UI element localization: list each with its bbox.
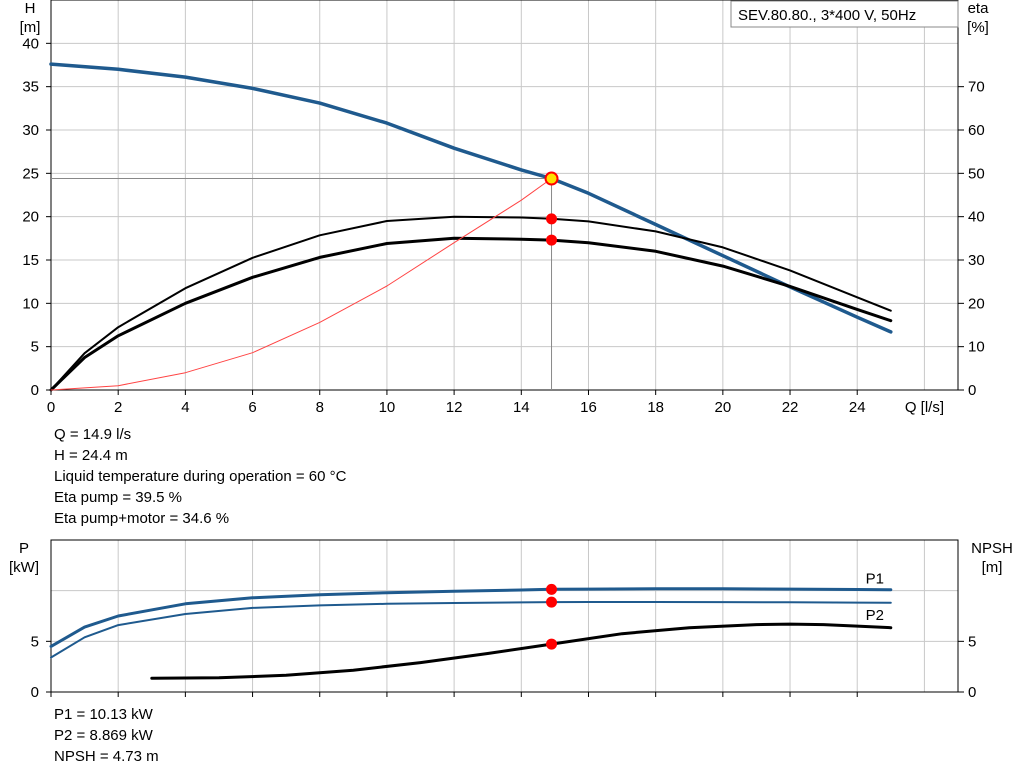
y2-axis-title: [%] (967, 19, 989, 36)
y-tick-label: 25 (22, 165, 39, 182)
operating-point-marker (544, 171, 559, 186)
operating-point-marker (546, 596, 558, 608)
power-readouts: P1 = 10.13 kW P2 = 8.869 kW NPSH = 4.73 … (54, 704, 159, 767)
npsh-readout: NPSH = 4.73 m (54, 748, 159, 765)
operating-point-marker (546, 583, 558, 595)
y-axis-title: P (19, 540, 29, 557)
y2-tick-label: 70 (968, 79, 985, 96)
y2-tick-label: 60 (968, 122, 985, 139)
y2-tick-label: 20 (968, 295, 985, 312)
y2-tick-label: 30 (968, 252, 985, 269)
y2-axis-title: [m] (982, 559, 1003, 576)
x-tick-label: 22 (782, 399, 799, 416)
y2-tick-label: 5 (968, 633, 976, 650)
y-tick-label: 15 (22, 252, 39, 269)
y-tick-label: 20 (22, 209, 39, 226)
operating-point-marker (546, 638, 558, 650)
y-axis-title: H (25, 0, 36, 17)
x-tick-label: 16 (580, 399, 597, 416)
x-tick-label: 14 (513, 399, 530, 416)
pump-label-box: SEV.80.80., 3*400 V, 50Hz (730, 0, 959, 28)
y-axis-title: [m] (20, 19, 41, 36)
operating-point-marker (546, 213, 558, 225)
y-axis-title: [kW] (9, 559, 39, 576)
y-tick-label: 0 (31, 684, 39, 701)
series-line-3 (150, 622, 893, 680)
plot-frame (50, 0, 959, 391)
y-tick-label: 35 (22, 79, 39, 96)
pump-label-text: SEV.80.80., 3*400 V, 50Hz (738, 7, 916, 24)
x-tick-label: 24 (849, 399, 866, 416)
plot-frame (50, 539, 959, 693)
flow-readout: Q = 14.9 l/s (54, 426, 132, 443)
x-tick-label: 0 (47, 399, 55, 416)
x-tick-label: 18 (647, 399, 664, 416)
series-line-3 (49, 236, 893, 392)
series-line-1 (49, 587, 893, 648)
y2-tick-label: 0 (968, 684, 976, 701)
y-tick-label: 5 (31, 339, 39, 356)
y-tick-label: 10 (22, 295, 39, 312)
x-axis-title: Q [l/s] (905, 399, 944, 416)
x-tick-label: 2 (114, 399, 122, 416)
series-label: P1 (866, 571, 884, 588)
liquid-temperature-readout: Liquid temperature during operation = 60… (54, 468, 347, 485)
y2-axis-title: eta (968, 0, 990, 17)
p2-readout: P2 = 8.869 kW (54, 727, 153, 744)
y-tick-label: 5 (31, 633, 39, 650)
y2-tick-label: 0 (968, 382, 976, 399)
chart-panel-2: 0 5 0 5 P1 P2 (31, 539, 976, 701)
x-tick-label: 6 (248, 399, 256, 416)
series-line-4 (50, 178, 552, 391)
series-line-2 (50, 215, 892, 391)
head-readout: H = 24.4 m (54, 447, 128, 464)
duty-point-readouts: Q = 14.9 l/s H = 24.4 m Liquid temperatu… (54, 424, 346, 529)
p1-readout: P1 = 10.13 kW (54, 706, 153, 723)
eta-pump-motor-readout: Eta pump+motor = 34.6 % (54, 510, 230, 527)
y-tick-label: 30 (22, 122, 39, 139)
x-tick-label: 4 (181, 399, 189, 416)
x-tick-label: 10 (379, 399, 396, 416)
x-tick-label: 12 (446, 399, 463, 416)
eta-pump-readout: Eta pump = 39.5 % (54, 489, 182, 506)
series-label: P2 (866, 607, 884, 624)
y2-tick-label: 50 (968, 165, 985, 182)
operating-point-marker (546, 234, 558, 246)
pump-label-frame (730, 0, 959, 28)
series-line-2 (50, 601, 892, 659)
x-tick-label: 8 (316, 399, 324, 416)
y2-axis-title: NPSH (971, 540, 1013, 557)
y2-tick-label: 10 (968, 339, 985, 356)
x-tick-label: 20 (715, 399, 732, 416)
y-tick-label: 40 (22, 35, 39, 52)
y-tick-label: 0 (31, 382, 39, 399)
series-line-1 (49, 62, 893, 334)
y2-tick-label: 40 (968, 209, 985, 226)
